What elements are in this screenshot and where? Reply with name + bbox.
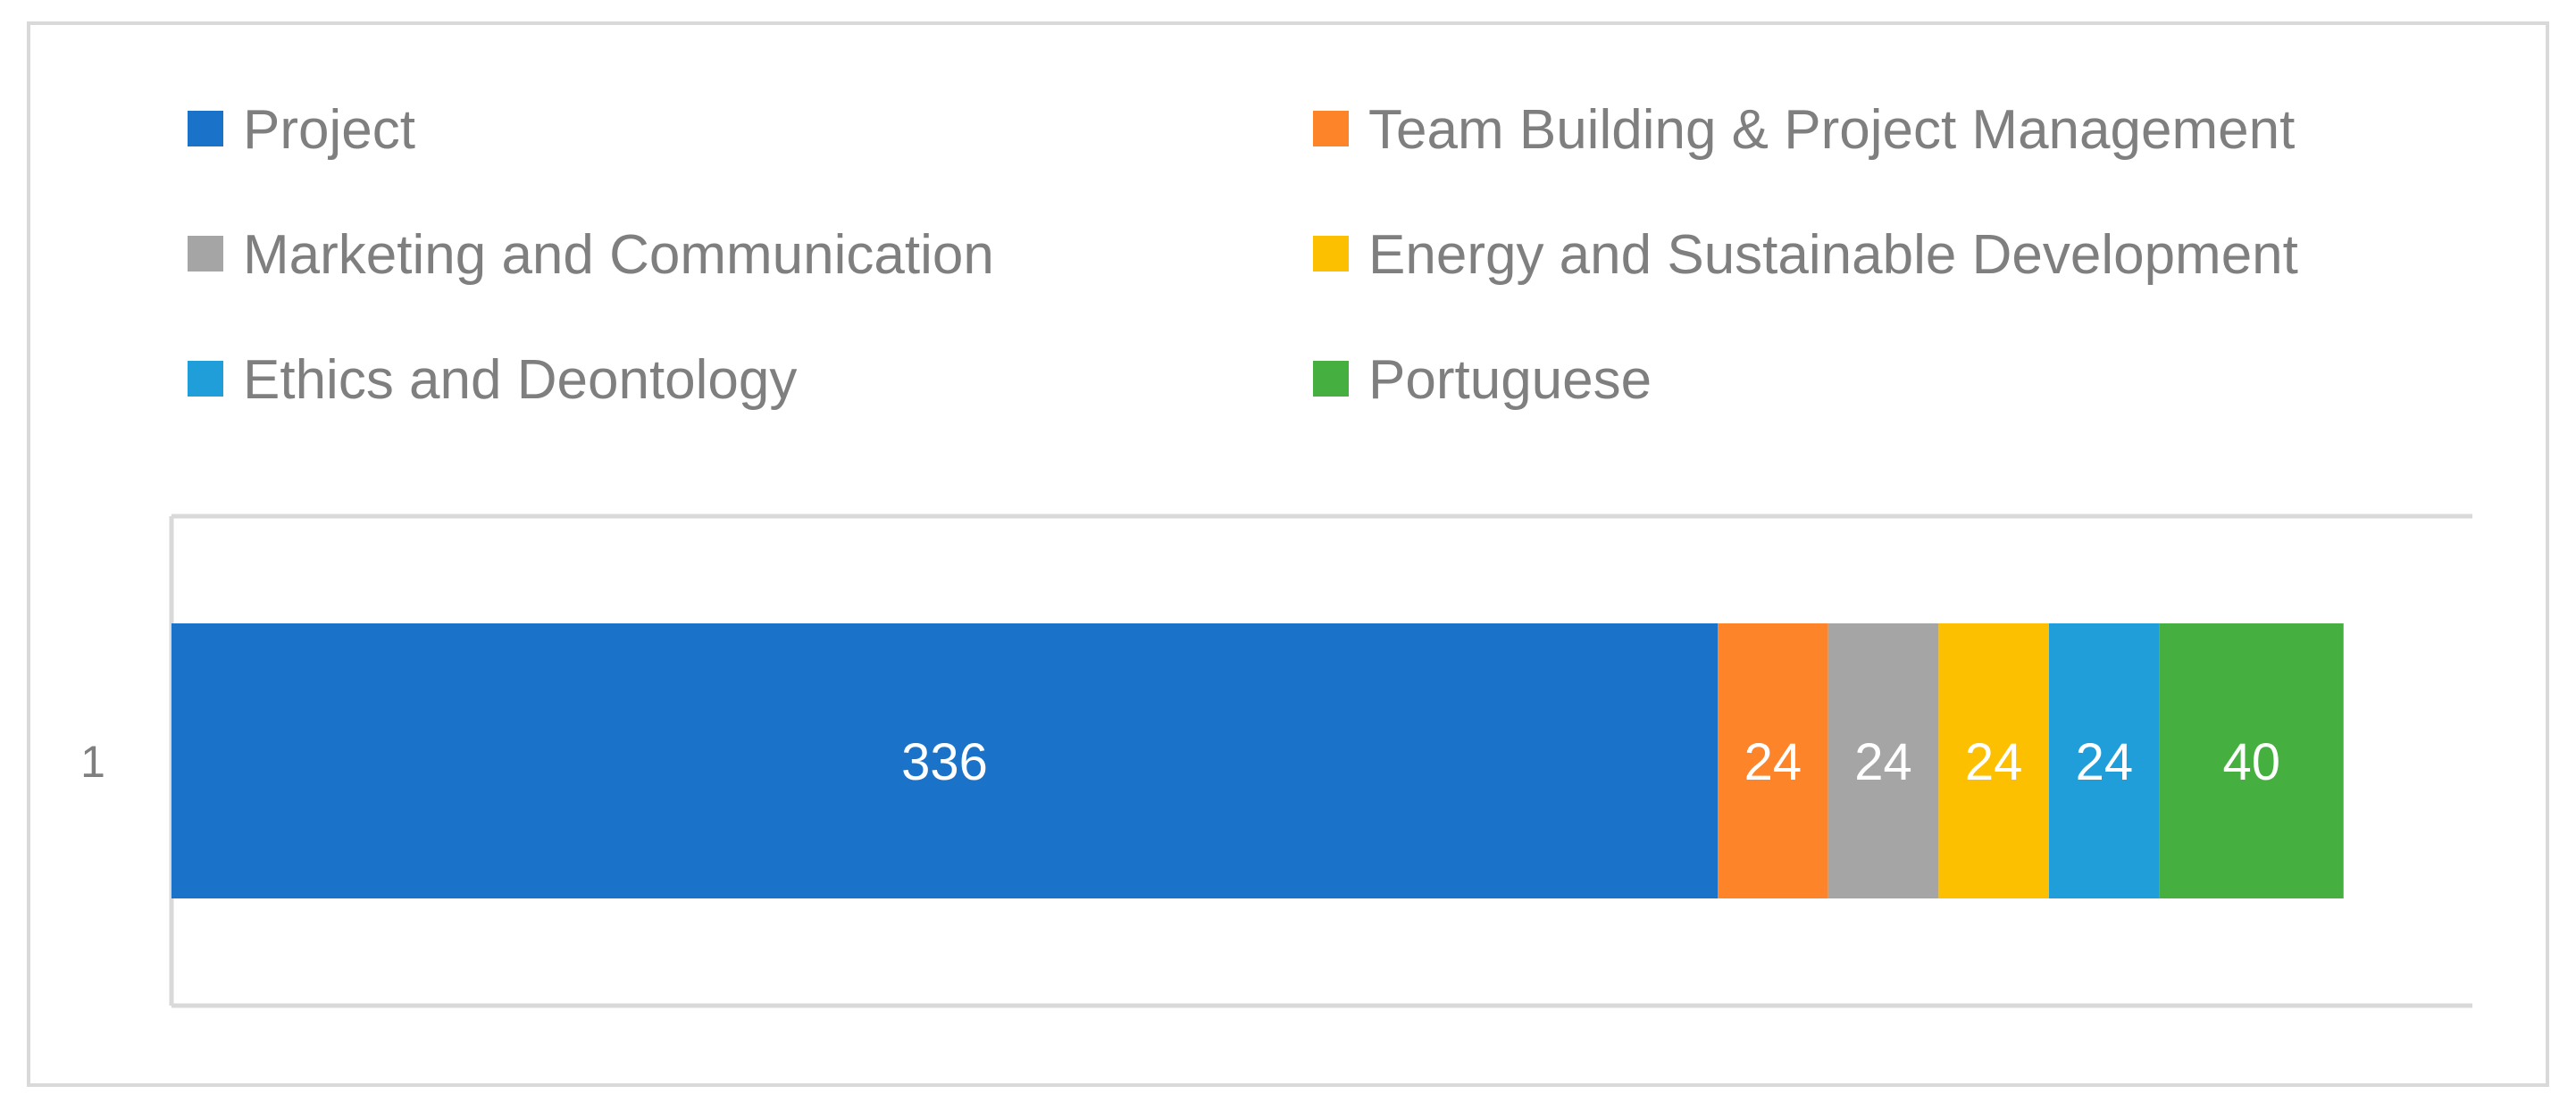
legend-item-project: Project	[188, 99, 415, 161]
bar	[2049, 623, 2160, 898]
bar-segment-team-building-and-project-management: 24	[1718, 623, 1828, 898]
bar-segment-ethics-and-deontology: 24	[2049, 623, 2160, 898]
legend-label: Energy and Sustainable Development	[1368, 224, 2298, 286]
category-label: 1	[80, 737, 105, 787]
data-label: 24	[2076, 733, 2134, 791]
legend-label: Portuguese	[1368, 349, 1652, 411]
legend-item-marketing-and-communication: Marketing and Communication	[188, 224, 994, 286]
plot-area: 336 24 24 24 24 40	[171, 623, 2344, 898]
data-label: 24	[1744, 733, 1802, 791]
bar	[1827, 623, 1939, 898]
bar	[1938, 623, 2050, 898]
bar	[1718, 623, 1828, 898]
data-label: 24	[1965, 733, 2023, 791]
bar-segment-portuguese: 40	[2159, 623, 2344, 898]
bar-segment-energy-and-sustainable-development: 24	[1938, 623, 2050, 898]
legend-label: Project	[243, 99, 415, 161]
legend-label: Marketing and Communication	[243, 224, 994, 286]
bar-segment-marketing-and-communication: 24	[1827, 623, 1939, 898]
legend-swatch	[188, 236, 223, 271]
legend: Project Team Building & Project Managemen…	[188, 99, 2298, 411]
legend-swatch	[188, 361, 223, 397]
legend-swatch	[1313, 236, 1349, 271]
data-label: 24	[1854, 733, 1912, 791]
axes: 1	[80, 514, 2472, 1008]
legend-swatch	[188, 111, 223, 146]
bar-segment-project: 336	[171, 623, 1719, 898]
legend-item-team-building-and-project-management: Team Building & Project Management	[1313, 99, 2295, 161]
legend-item-portuguese: Portuguese	[1313, 349, 1652, 411]
legend-item-ethics-and-deontology: Ethics and Deontology	[188, 349, 797, 411]
legend-swatch	[1313, 111, 1349, 146]
bar	[2159, 623, 2344, 898]
legend-item-energy-and-sustainable-development: Energy and Sustainable Development	[1313, 224, 2298, 286]
bar	[171, 623, 1719, 898]
chart-frame	[27, 21, 2549, 1087]
legend-label: Ethics and Deontology	[243, 349, 797, 411]
legend-swatch	[1313, 361, 1349, 397]
data-label: 40	[2222, 733, 2280, 791]
data-label: 336	[901, 733, 988, 791]
legend-label: Team Building & Project Management	[1368, 99, 2295, 161]
